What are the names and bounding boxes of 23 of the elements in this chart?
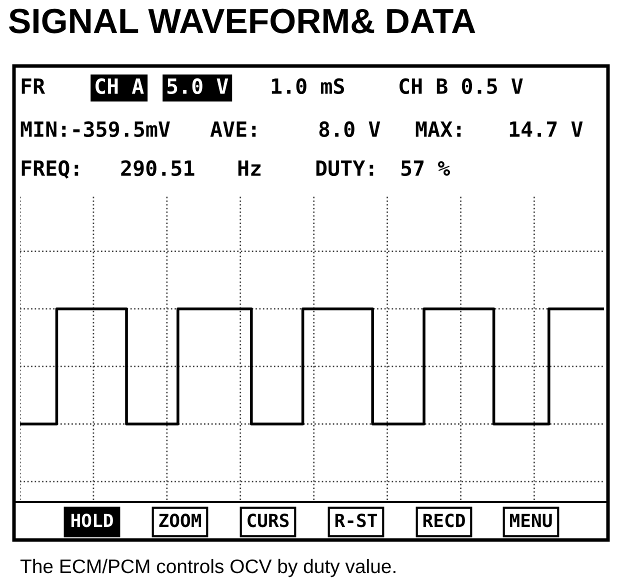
- text: 290.51: [121, 160, 194, 176]
- text: AVE:: [210, 122, 256, 137]
- text: CH A: [96, 78, 144, 94]
- text: MENU: [510, 514, 552, 528]
- text: 8.0 V: [319, 121, 380, 138]
- text: CH B 0.5 V: [400, 78, 523, 94]
- text: CURS: [248, 514, 289, 528]
- text: FREQ:: [22, 160, 78, 179]
- text: MAX:: [416, 122, 461, 137]
- text: ZOOM: [159, 514, 201, 528]
- text: R-ST: [335, 514, 377, 528]
- chart-title: SIGNAL WAVEFORM& DATA: [9, 8, 476, 34]
- text: 1.0 mS: [272, 78, 344, 94]
- text: 57 %: [401, 160, 450, 176]
- text: 14.7 V: [510, 122, 583, 137]
- text: Hz: [238, 160, 261, 176]
- text: 5.0 V: [167, 78, 228, 94]
- text: The ECM/PCM controls OCV by duty value.: [20, 558, 396, 578]
- text: HOLD: [71, 514, 113, 528]
- text: DUTY:: [316, 160, 374, 176]
- text: MIN:-359.5mV: [20, 121, 170, 138]
- text: RECD: [423, 514, 465, 528]
- text: FR: [22, 78, 46, 94]
